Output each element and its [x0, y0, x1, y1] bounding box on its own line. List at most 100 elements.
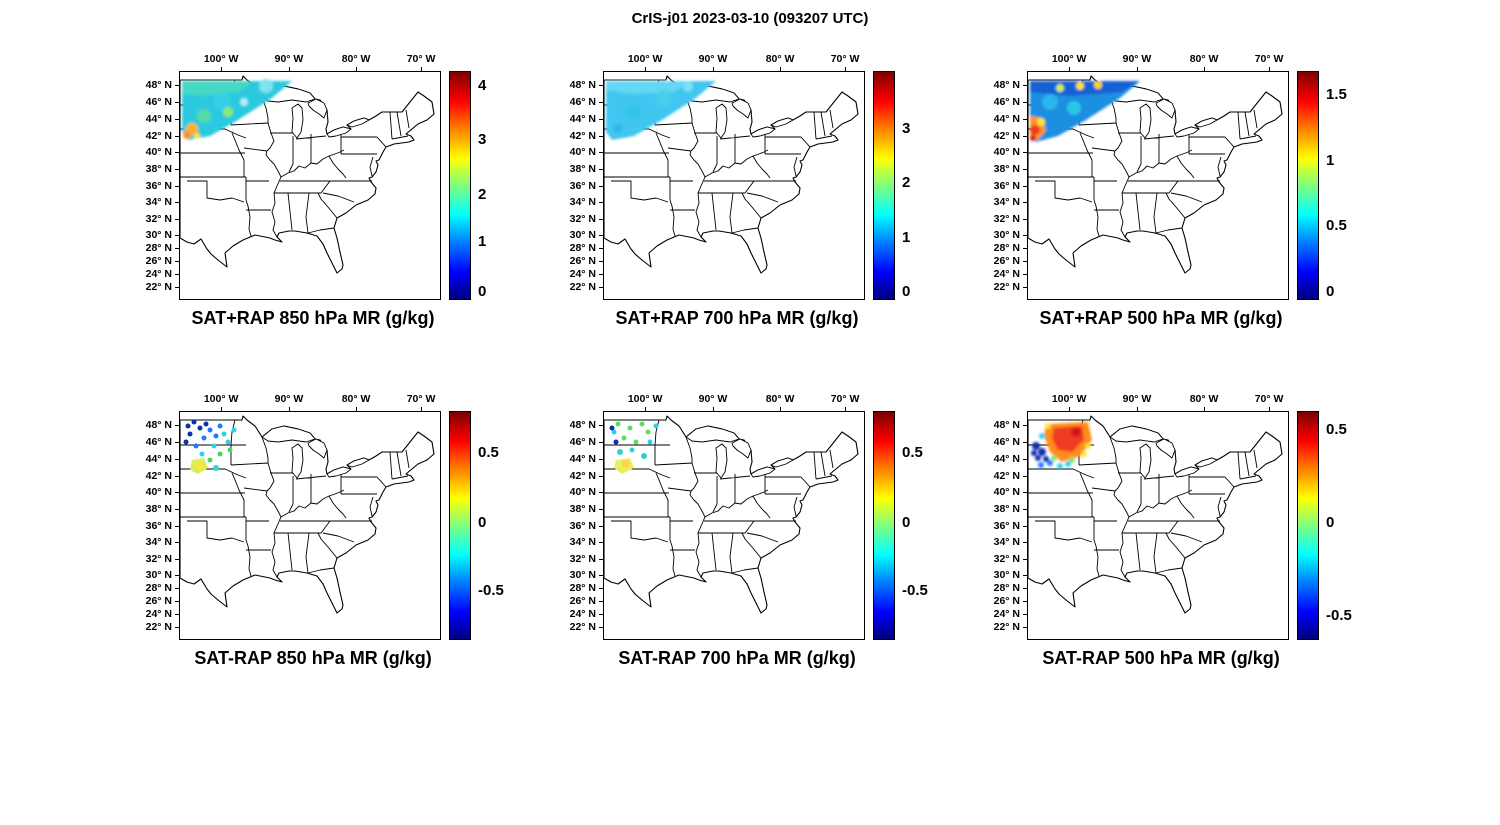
latitude-axis: 48° N 46° N 44° N 42° N 40° N 38° N 36° N 34° N…	[981, 411, 1027, 640]
colorbar-tick-label: 4	[478, 76, 487, 94]
colorbar-tick-label: 0	[902, 514, 911, 532]
lat-tick-mark	[599, 273, 603, 275]
lon-tick-label: 90° W	[698, 53, 728, 65]
lat-tick-label: 38° N	[145, 163, 172, 176]
lat-tick-label: 36° N	[993, 180, 1020, 193]
lat-tick-mark	[599, 442, 603, 444]
latitude-axis: 48° N 46° N 44° N 42° N 40° N 38° N 36° N 34° N…	[557, 71, 603, 300]
lon-tick-mark	[1136, 67, 1138, 71]
lon-tick-label: 80° W	[765, 53, 795, 65]
lat-tick-mark	[175, 152, 179, 154]
latitude-axis: 48° N 46° N 44° N 42° N 40° N 38° N 36° N 34° N…	[981, 71, 1027, 300]
lat-tick-label: 40° N	[993, 146, 1020, 159]
lat-tick-label: 48° N	[993, 419, 1020, 432]
colorbar	[449, 71, 471, 300]
data-overlay	[1031, 422, 1092, 469]
lat-tick-label: 32° N	[993, 553, 1020, 565]
lat-tick-label: 32° N	[569, 553, 596, 565]
lat-tick-mark	[599, 626, 603, 628]
lat-tick-mark	[175, 626, 179, 628]
lat-tick-mark	[1023, 152, 1027, 154]
lat-tick-mark	[1023, 425, 1027, 427]
lon-tick-label: 70° W	[1254, 393, 1284, 405]
lat-tick-label: 40° N	[145, 146, 172, 159]
lat-tick-mark	[1023, 248, 1027, 250]
lon-tick-label: 70° W	[406, 53, 436, 65]
figure-row-2: 100° W 90° W 80° W 70° W 48° N 46° N 44° N 42°…	[0, 391, 1500, 669]
lon-tick-mark	[1204, 67, 1206, 71]
lat-tick-label: 40° N	[569, 146, 596, 159]
colorbar	[873, 71, 895, 300]
lon-tick-mark	[356, 407, 358, 411]
lon-tick-label: 80° W	[1189, 53, 1219, 65]
colorbar-ticks: 1.5 1 0.5 0	[1319, 71, 1367, 300]
lon-tick-mark	[1204, 407, 1206, 411]
lat-tick-mark	[1023, 626, 1027, 628]
map-panel-sat-plus-rap-500: 100° W 90° W 80° W 70° W 48° N 46° N 44° N 42°…	[981, 51, 1367, 329]
lat-tick-label: 44° N	[569, 452, 596, 465]
longitude-axis: 100° W 90° W 80° W 70° W	[603, 51, 865, 71]
lat-tick-label: 38° N	[569, 163, 596, 176]
lon-tick-label: 100° W	[1051, 53, 1087, 65]
lat-tick-mark	[599, 492, 603, 494]
lat-tick-label: 44° N	[145, 452, 172, 465]
lat-tick-mark	[1023, 526, 1027, 528]
lat-tick-label: 22° N	[569, 280, 596, 293]
colorbar-tick-label: 0	[1326, 282, 1335, 300]
lon-tick-mark	[356, 67, 358, 71]
lat-tick-label: 38° N	[145, 503, 172, 516]
latitude-axis: 48° N 46° N 44° N 42° N 40° N 38° N 36° N 34° N…	[557, 411, 603, 640]
lat-tick-label: 44° N	[993, 112, 1020, 125]
lat-tick-mark	[1023, 458, 1027, 460]
lat-tick-mark	[175, 286, 179, 288]
lat-tick-label: 22° N	[993, 280, 1020, 293]
colorbar-tick-label: 0.5	[1326, 217, 1347, 235]
lat-tick-mark	[1023, 273, 1027, 275]
lat-tick-label: 30° N	[993, 568, 1020, 581]
lon-tick-mark	[288, 67, 290, 71]
lat-tick-mark	[599, 559, 603, 560]
colorbar-tick-label: 0.5	[478, 443, 499, 461]
lat-tick-mark	[175, 186, 179, 188]
lon-tick-label: 100° W	[627, 393, 663, 405]
colorbar-ticks: 0.5 0 -0.5	[471, 411, 519, 640]
lat-tick-mark	[599, 135, 603, 137]
lat-tick-label: 34° N	[993, 535, 1020, 548]
lon-tick-label: 100° W	[203, 53, 239, 65]
lat-tick-label: 22° N	[993, 620, 1020, 633]
lat-tick-mark	[1023, 201, 1027, 203]
map-panel-sat-plus-rap-850: 100° W 90° W 80° W 70° W 48° N 46° N 44° N 42°…	[133, 51, 519, 329]
lat-tick-label: 46° N	[993, 96, 1020, 109]
lat-tick-mark	[599, 588, 603, 590]
lat-tick-label: 48° N	[145, 419, 172, 432]
lat-tick-mark	[1023, 234, 1027, 236]
longitude-axis: 100° W 90° W 80° W 70° W	[1027, 391, 1289, 411]
colorbar-tick-label: 0.5	[902, 443, 923, 461]
lat-tick-label: 42° N	[569, 129, 596, 142]
lon-tick-label: 100° W	[1051, 393, 1087, 405]
lat-tick-label: 32° N	[145, 553, 172, 565]
lon-tick-mark	[421, 407, 423, 411]
map-panel-sat-minus-rap-850: 100° W 90° W 80° W 70° W 48° N 46° N 44° N 42°…	[133, 391, 519, 669]
lat-tick-label: 44° N	[993, 452, 1020, 465]
lat-tick-mark	[599, 118, 603, 120]
lat-tick-mark	[1023, 541, 1027, 543]
data-overlay	[1030, 81, 1140, 142]
lon-tick-mark	[645, 407, 647, 411]
lat-tick-mark	[175, 526, 179, 528]
lon-tick-label: 90° W	[274, 53, 304, 65]
lat-tick-mark	[599, 219, 603, 220]
lon-tick-label: 70° W	[406, 393, 436, 405]
data-overlay	[183, 419, 237, 474]
lat-tick-mark	[599, 509, 603, 511]
lat-tick-mark	[1023, 135, 1027, 137]
lat-tick-mark	[175, 234, 179, 236]
data-overlay	[182, 79, 292, 140]
lat-tick-label: 30° N	[569, 568, 596, 581]
lat-tick-mark	[175, 600, 179, 602]
lon-tick-mark	[1269, 67, 1271, 71]
lat-tick-label: 22° N	[569, 620, 596, 633]
us-map	[604, 75, 859, 274]
lat-tick-mark	[599, 425, 603, 427]
longitude-axis: 100° W 90° W 80° W 70° W	[179, 51, 441, 71]
